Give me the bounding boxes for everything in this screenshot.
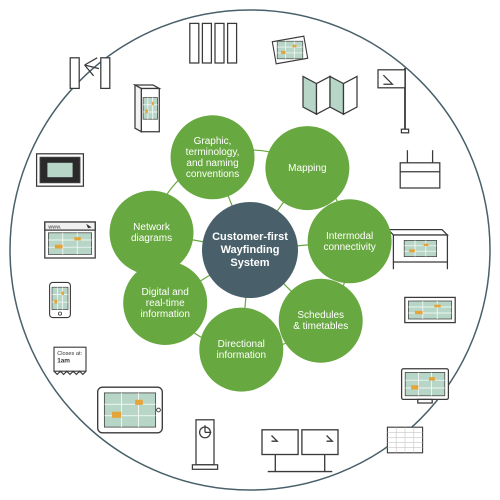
board-icon [405, 297, 455, 322]
svg-text:Digital and: Digital and [142, 287, 189, 298]
petal-4: Directionalinformation [199, 308, 283, 392]
petal-1: Mapping [265, 126, 349, 210]
svg-text:Schedules: Schedules [297, 310, 344, 321]
svg-text:Directional: Directional [218, 339, 265, 350]
svg-text:terminology,: terminology, [186, 147, 240, 158]
svg-text:and naming: and naming [186, 158, 238, 169]
svg-text:System: System [230, 257, 269, 269]
petal-0: Graphic,terminology,and namingconvention… [171, 115, 255, 199]
svg-text:Wayfinding: Wayfinding [221, 244, 280, 256]
svg-text:Customer-first: Customer-first [212, 231, 288, 243]
receipt-icon: Closes at:1am [54, 347, 86, 374]
hub: Customer-firstWayfindingSystem [202, 202, 298, 298]
svg-text:diagrams: diagrams [131, 233, 172, 244]
svg-text:Mapping: Mapping [288, 163, 326, 174]
totem-icon [192, 420, 217, 470]
svg-text:connectivity: connectivity [323, 242, 375, 253]
svg-text:information: information [217, 350, 266, 361]
svg-text:1am: 1am [57, 357, 70, 364]
wayfinding-diagram: Closes at:1am www. Graphic,terminology,and… [0, 0, 500, 500]
svg-text:www.: www. [47, 224, 61, 230]
petal-6: Networkdiagrams [110, 191, 194, 275]
tvscreen-icon [402, 369, 449, 403]
petal-3: Schedules& timetables [279, 279, 363, 363]
browser-icon: www. [45, 222, 95, 258]
svg-text:Closes at:: Closes at: [57, 351, 82, 357]
petal-2: Intermodalconnectivity [308, 199, 392, 283]
svg-text:& timetables: & timetables [293, 321, 348, 332]
svg-text:real-time: real-time [146, 298, 185, 309]
tablet-icon [98, 387, 163, 433]
svg-text:Network: Network [133, 222, 171, 233]
handmap-icon [272, 36, 307, 64]
pylon-icon [135, 85, 159, 132]
svg-text:Graphic,: Graphic, [194, 136, 232, 147]
svg-text:Intermodal: Intermodal [326, 231, 373, 242]
phone-icon [50, 282, 71, 317]
petal-5: Digital andreal-timeinformation [123, 261, 207, 345]
svg-text:information: information [140, 309, 189, 320]
svg-text:conventions: conventions [186, 169, 239, 180]
schedule-icon [387, 427, 422, 453]
wallpanel-icon [37, 154, 84, 186]
